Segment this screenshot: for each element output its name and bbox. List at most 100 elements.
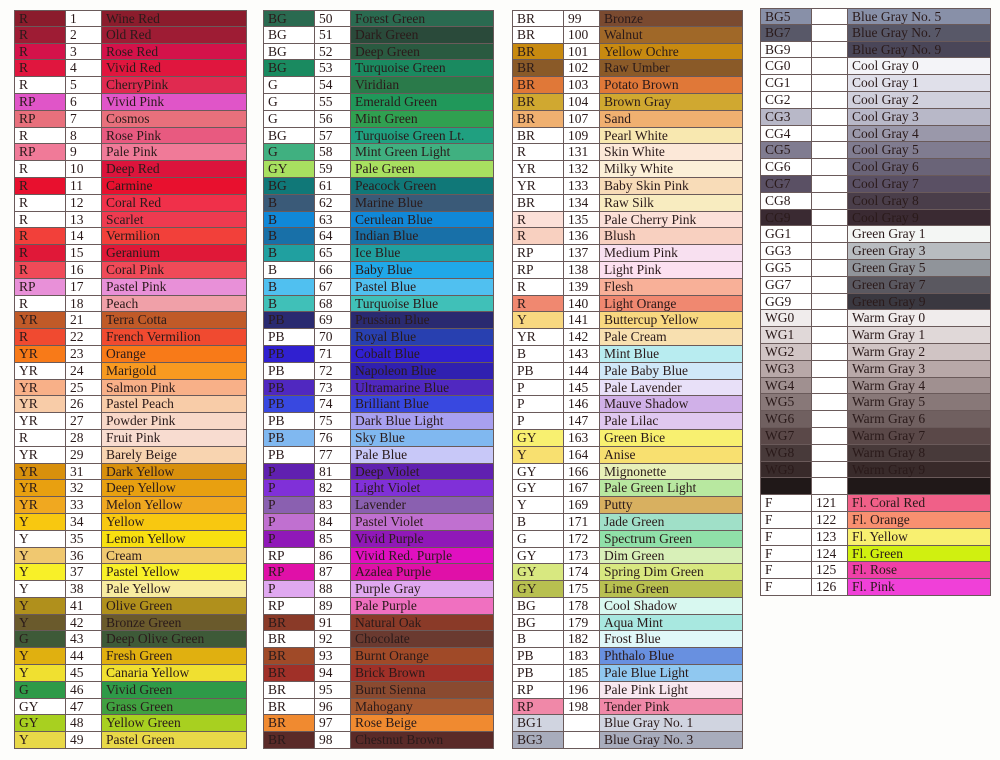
color-swatch-name: Cool Gray 0 <box>848 58 991 76</box>
color-number: 96 <box>315 698 351 716</box>
color-number: 64 <box>315 228 351 246</box>
series-code: BR <box>512 93 564 111</box>
series-code: R <box>14 245 66 262</box>
series-code: PB <box>263 413 315 430</box>
series-code: B <box>263 261 315 279</box>
color-column: R 1 Wine Red R 2 Old Red R 3 Rose Red R 4 Vivid Red… <box>14 10 247 750</box>
color-number: 69 <box>315 312 351 330</box>
color-number: 31 <box>66 463 102 481</box>
color-row: BG 51 Dark Green <box>263 26 494 44</box>
color-row: R 131 Skin White <box>512 144 743 162</box>
color-swatch-name: Pale Yellow <box>102 581 247 598</box>
series-code: R <box>512 228 564 246</box>
color-swatch-name: Pale Blue <box>351 446 494 464</box>
series-code: G <box>263 93 315 111</box>
series-code: CG2 <box>760 91 812 109</box>
color-row: G 43 Deep Olive Green <box>14 631 247 649</box>
color-number: 107 <box>564 110 600 128</box>
color-row: BR 91 Natural Oak <box>263 614 494 632</box>
color-number: 137 <box>564 245 600 262</box>
color-row: PB 74 Brilliant Blue <box>263 396 494 414</box>
color-number: 95 <box>315 681 351 699</box>
series-code: P <box>263 513 315 531</box>
color-row: YR 24 Marigold <box>14 362 247 380</box>
color-number: 88 <box>315 581 351 598</box>
color-row: BR 98 Chestnut Brown <box>263 732 494 750</box>
color-swatch-name: Burnt Sienna <box>351 681 494 699</box>
color-number: 33 <box>66 497 102 514</box>
color-swatch-name: Cool Gray 1 <box>848 75 991 92</box>
color-swatch-name: Terra Cotta <box>102 312 247 330</box>
series-code: Y <box>14 564 66 582</box>
series-code: BR <box>263 681 315 699</box>
color-swatch-name: Ultramarine Blue <box>351 379 494 397</box>
color-swatch-name: Blue Gray No. 7 <box>848 24 991 42</box>
color-swatch-name: Scarlet <box>102 211 247 229</box>
series-code: BG <box>512 614 564 632</box>
color-row: B 63 Cerulean Blue <box>263 211 494 229</box>
color-number: 67 <box>315 278 351 296</box>
color-swatch-name: Mignonette <box>600 463 743 481</box>
color-swatch-name: Fl. Orange <box>848 511 991 529</box>
color-swatch-name: Sky Blue <box>351 429 494 447</box>
color-row: PB 73 Ultramarine Blue <box>263 379 494 397</box>
series-code: GY <box>512 581 564 598</box>
color-swatch-name: Vivid Red <box>102 60 247 78</box>
color-number: 82 <box>315 480 351 498</box>
color-number: 84 <box>315 513 351 531</box>
color-swatch-name: Fl. Pink <box>848 579 991 596</box>
color-row: GY 175 Lime Green <box>512 581 743 598</box>
color-number: 16 <box>66 261 102 279</box>
color-swatch-name: Fl. Coral Red <box>848 495 991 512</box>
color-row: B 62 Marine Blue <box>263 194 494 212</box>
color-row: BG 52 Deep Green <box>263 43 494 61</box>
color-swatch-name: Vivid Pink <box>102 93 247 111</box>
series-code: PB <box>512 665 564 682</box>
color-row: PB 77 Pale Blue <box>263 446 494 464</box>
color-row: PB 183 Phthalo Blue <box>512 648 743 666</box>
color-row: G 46 Vivid Green <box>14 681 247 699</box>
series-code: YR <box>14 312 66 330</box>
color-row: WG3 Warm Gray 3 <box>760 360 991 378</box>
color-swatch-name: Chocolate <box>351 631 494 649</box>
color-row: P 147 Pale Lilac <box>512 413 743 430</box>
series-code: WG4 <box>760 377 812 395</box>
color-number <box>812 394 848 412</box>
color-number: 185 <box>564 665 600 682</box>
color-row: BR 92 Chocolate <box>263 631 494 649</box>
series-code: B <box>263 278 315 296</box>
color-swatch-name: Warm Gray 8 <box>848 444 991 462</box>
color-number: 134 <box>564 194 600 212</box>
series-code: B <box>512 631 564 649</box>
color-row: GG3 Green Gray 3 <box>760 243 991 260</box>
color-number: 55 <box>315 93 351 111</box>
color-swatch-name: Deep Violet <box>351 463 494 481</box>
color-number: 144 <box>564 362 600 380</box>
series-code: GY <box>512 463 564 481</box>
series-code: F <box>760 511 812 529</box>
series-code: WG1 <box>760 327 812 344</box>
series-code: CG9 <box>760 209 812 227</box>
color-swatch-name: Prussian Blue <box>351 312 494 330</box>
color-swatch-name: Pale Lavender <box>600 379 743 397</box>
color-column: BG5 Blue Gray No. 5 BG7 Blue Gray No. 7 BG9 B… <box>760 8 991 596</box>
series-code: R <box>14 161 66 178</box>
color-swatch-name: Anise <box>600 446 743 464</box>
series-code: WG0 <box>760 310 812 328</box>
color-number <box>812 125 848 143</box>
series-code: BR <box>512 10 564 27</box>
color-swatch-name: Powder Pink <box>102 413 247 430</box>
series-code: RP <box>512 245 564 262</box>
color-swatch-name: Frost Blue <box>600 631 743 649</box>
color-swatch-name: Medium Pink <box>600 245 743 262</box>
color-number <box>812 259 848 277</box>
color-number: 68 <box>315 295 351 313</box>
color-swatch-name: Green Gray 1 <box>848 226 991 244</box>
color-row: GG5 Green Gray 5 <box>760 259 991 277</box>
color-number: 173 <box>564 547 600 565</box>
series-code: YR <box>14 379 66 397</box>
color-row: Y 164 Anise <box>512 446 743 464</box>
color-row: YR 26 Pastel Peach <box>14 396 247 414</box>
color-swatch-name: Buttercup Yellow <box>600 312 743 330</box>
color-swatch-name: Warm Gray 0 <box>848 310 991 328</box>
